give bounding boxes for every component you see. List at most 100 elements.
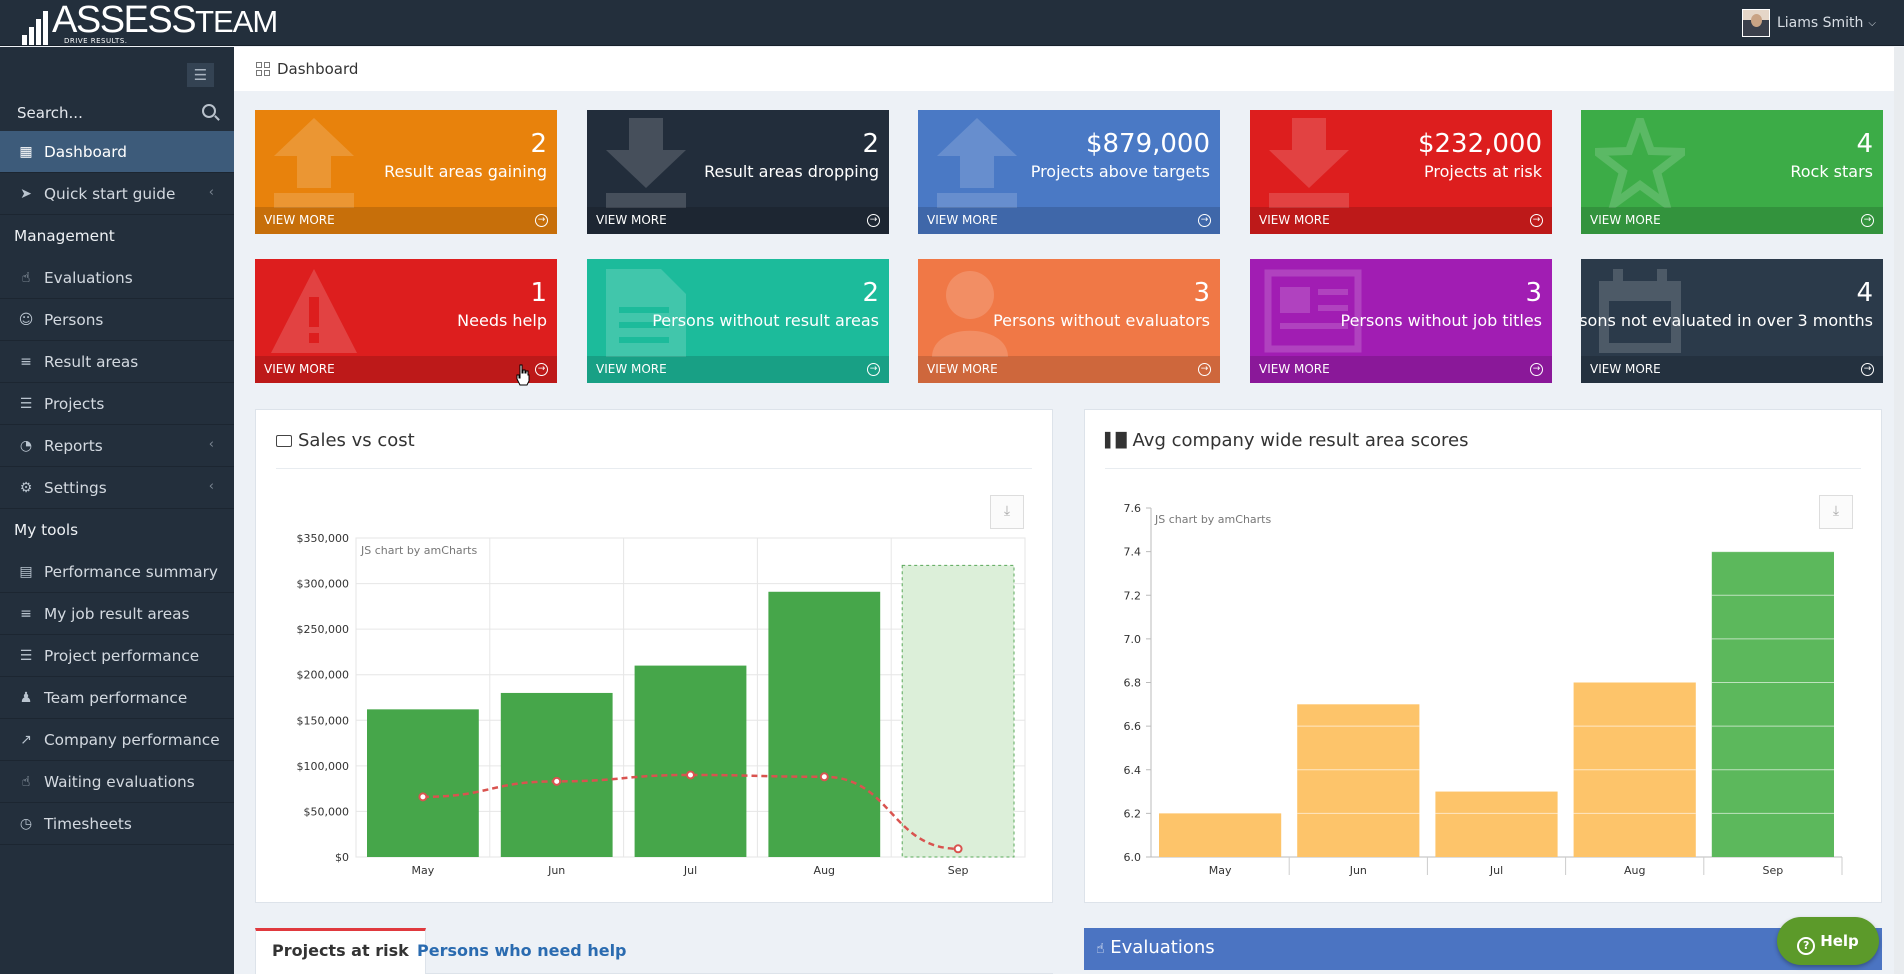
sidebar-header-my-tools: My tools — [0, 509, 234, 551]
y-tick-label: 6.2 — [1124, 807, 1142, 820]
sidebar-item-label: Settings — [44, 478, 107, 497]
sidebar-item-dashboard[interactable]: ▦ Dashboard — [0, 131, 234, 173]
arrow-circle-right-icon: → — [1861, 214, 1874, 227]
view-more-link[interactable]: VIEW MORE → — [1581, 207, 1883, 234]
tile-persons-without-result-areas[interactable]: 2 Persons without result areas VIEW MORE… — [587, 259, 889, 383]
bottom-tabs: Projects at risk Persons who need help — [255, 928, 1053, 974]
y-tick-label: 6.6 — [1124, 720, 1142, 733]
sidebar-item-label: Performance summary — [44, 562, 218, 581]
user-menu[interactable]: Liams Smith ⌵ — [1741, 9, 1876, 37]
sidebar-item-result-areas[interactable]: ≡ Result areas — [0, 341, 234, 383]
sidebar-item-persons[interactable]: ☺ Persons — [0, 299, 234, 341]
sidebar-item-settings[interactable]: ⚙ Settings ‹ — [0, 467, 234, 509]
tile-value: 4 — [1856, 278, 1873, 308]
view-more-link[interactable]: VIEW MORE → — [587, 207, 889, 234]
panel-title: Evaluations — [1110, 937, 1215, 958]
avg-scores-card: ▌█ Avg company wide result area scores ⤓ … — [1084, 409, 1882, 903]
sidebar-item-performance-summary[interactable]: ▤ Performance summary — [0, 551, 234, 593]
sidebar-header-label: Management — [14, 227, 115, 245]
clock-icon: ◷ — [19, 815, 33, 832]
arrow-circle-right-icon: → — [1861, 363, 1874, 376]
tile-persons-not-evaluated[interactable]: 4 Persons not evaluated in over 3 months… — [1581, 259, 1883, 383]
sidebar-search[interactable]: Search... — [0, 95, 234, 131]
sliders-icon: ≡ — [20, 353, 32, 370]
sidebar-item-timesheets[interactable]: ◷ Timesheets — [0, 803, 234, 845]
dashboard-icon — [256, 62, 270, 76]
chevron-down-icon: ⌵ — [1868, 17, 1876, 29]
x-tick-label: Jul — [1489, 864, 1503, 877]
tile-result-areas-dropping[interactable]: 2 Result areas dropping VIEW MORE → — [587, 110, 889, 234]
warning-icon — [271, 269, 357, 353]
view-more-link[interactable]: VIEW MORE → — [587, 356, 889, 383]
view-more-label: VIEW MORE — [927, 362, 998, 376]
view-more-link[interactable]: VIEW MORE → — [918, 207, 1220, 234]
y-tick-label: $0 — [335, 851, 349, 864]
brand-logo[interactable]: ASSESSTEAM DRIVE RESULTS. — [22, 1, 278, 45]
sidebar-item-label: Evaluations — [44, 268, 133, 287]
download-icon: ⤓ — [1832, 503, 1840, 519]
tile-rock-stars[interactable]: 4 Rock stars VIEW MORE → — [1581, 110, 1883, 234]
tile-label: Persons without job titles — [1340, 311, 1542, 330]
view-more-label: VIEW MORE — [264, 213, 335, 227]
sidebar-item-evaluations[interactable]: ☝ Evaluations — [0, 257, 234, 299]
sidebar-item-team-performance[interactable]: ♟ Team performance — [0, 677, 234, 719]
tab-persons-who-need-help[interactable]: Persons who need help — [417, 941, 627, 960]
user-name: Liams Smith — [1776, 15, 1864, 31]
sidebar-header-management: Management — [0, 215, 234, 257]
tile-projects-at-risk[interactable]: $232,000 Projects at risk VIEW MORE → — [1250, 110, 1552, 234]
view-more-label: VIEW MORE — [1259, 362, 1330, 376]
y-tick-label: 6.8 — [1124, 677, 1142, 690]
line-point — [819, 772, 829, 782]
sidebar-item-quick-start-guide[interactable]: ➤ Quick start guide ‹ — [0, 173, 234, 215]
download-button[interactable]: ⤓ — [1819, 495, 1853, 529]
tile-needs-help[interactable]: 1 Needs help VIEW MORE → — [255, 259, 557, 383]
download-button[interactable]: ⤓ — [990, 495, 1024, 529]
sidebar-item-reports[interactable]: ◔ Reports ‹ — [0, 425, 234, 467]
sidebar-item-projects[interactable]: ☰ Projects — [0, 383, 234, 425]
gauge-icon: ◔ — [19, 437, 33, 454]
brand-sub: TEAM — [195, 4, 278, 39]
sidebar-header-label: My tools — [14, 521, 79, 539]
view-more-label: VIEW MORE — [1259, 213, 1330, 227]
y-tick-label: $200,000 — [297, 669, 350, 682]
view-more-link[interactable]: VIEW MORE → — [255, 356, 557, 383]
sidebar-item-company-performance[interactable]: ↗ Company performance — [0, 719, 234, 761]
bar — [901, 564, 1015, 858]
line-point — [686, 770, 695, 780]
sidebar-item-my-job-result-areas[interactable]: ≡ My job result areas — [0, 593, 234, 635]
sidebar-item-waiting-evaluations[interactable]: ☝ Waiting evaluations — [0, 761, 234, 803]
x-tick-label: May — [1209, 864, 1232, 877]
tile-label: Needs help — [457, 311, 547, 330]
bar — [500, 692, 613, 857]
bar — [634, 665, 747, 857]
view-more-link[interactable]: VIEW MORE → — [1581, 356, 1883, 383]
view-more-link[interactable]: VIEW MORE → — [1250, 356, 1552, 383]
hand-cursor-icon — [516, 364, 530, 386]
view-more-link[interactable]: VIEW MORE → — [918, 356, 1220, 383]
sidebar-item-label: Quick start guide — [44, 184, 176, 203]
search-icon[interactable] — [202, 104, 216, 118]
brand-tagline: DRIVE RESULTS. — [64, 37, 128, 45]
view-more-link[interactable]: VIEW MORE → — [255, 207, 557, 234]
hamburger-icon: ☰ — [193, 66, 208, 84]
x-tick-label: Sep — [948, 864, 969, 877]
tile-result-areas-gaining[interactable]: 2 Result areas gaining VIEW MORE → — [255, 110, 557, 234]
sidebar-toggle-button[interactable]: ☰ — [187, 63, 214, 87]
arrow-circle-right-icon: → — [535, 214, 548, 227]
tile-persons-without-evaluators[interactable]: 3 Persons without evaluators VIEW MORE → — [918, 259, 1220, 383]
page-scrollbar[interactable] — [1894, 47, 1904, 974]
chevron-left-icon: ‹ — [208, 437, 214, 452]
chevron-left-icon: ‹ — [208, 185, 214, 200]
search-input[interactable]: Search... — [17, 104, 83, 122]
tile-label: Persons without evaluators — [993, 311, 1210, 330]
y-tick-label: 7.4 — [1124, 546, 1142, 559]
tile-projects-above-targets[interactable]: $879,000 Projects above targets VIEW MOR… — [918, 110, 1220, 234]
list-icon: ☰ — [19, 395, 33, 412]
x-tick-label: Jun — [547, 864, 565, 877]
sidebar-item-project-performance[interactable]: ☰ Project performance — [0, 635, 234, 677]
arrow-circle-right-icon: → — [867, 214, 880, 227]
tab-projects-at-risk[interactable]: Projects at risk — [255, 928, 426, 974]
help-button[interactable]: ? Help — [1777, 917, 1879, 965]
tile-persons-without-job-titles[interactable]: 3 Persons without job titles VIEW MORE → — [1250, 259, 1552, 383]
view-more-link[interactable]: VIEW MORE → — [1250, 207, 1552, 234]
